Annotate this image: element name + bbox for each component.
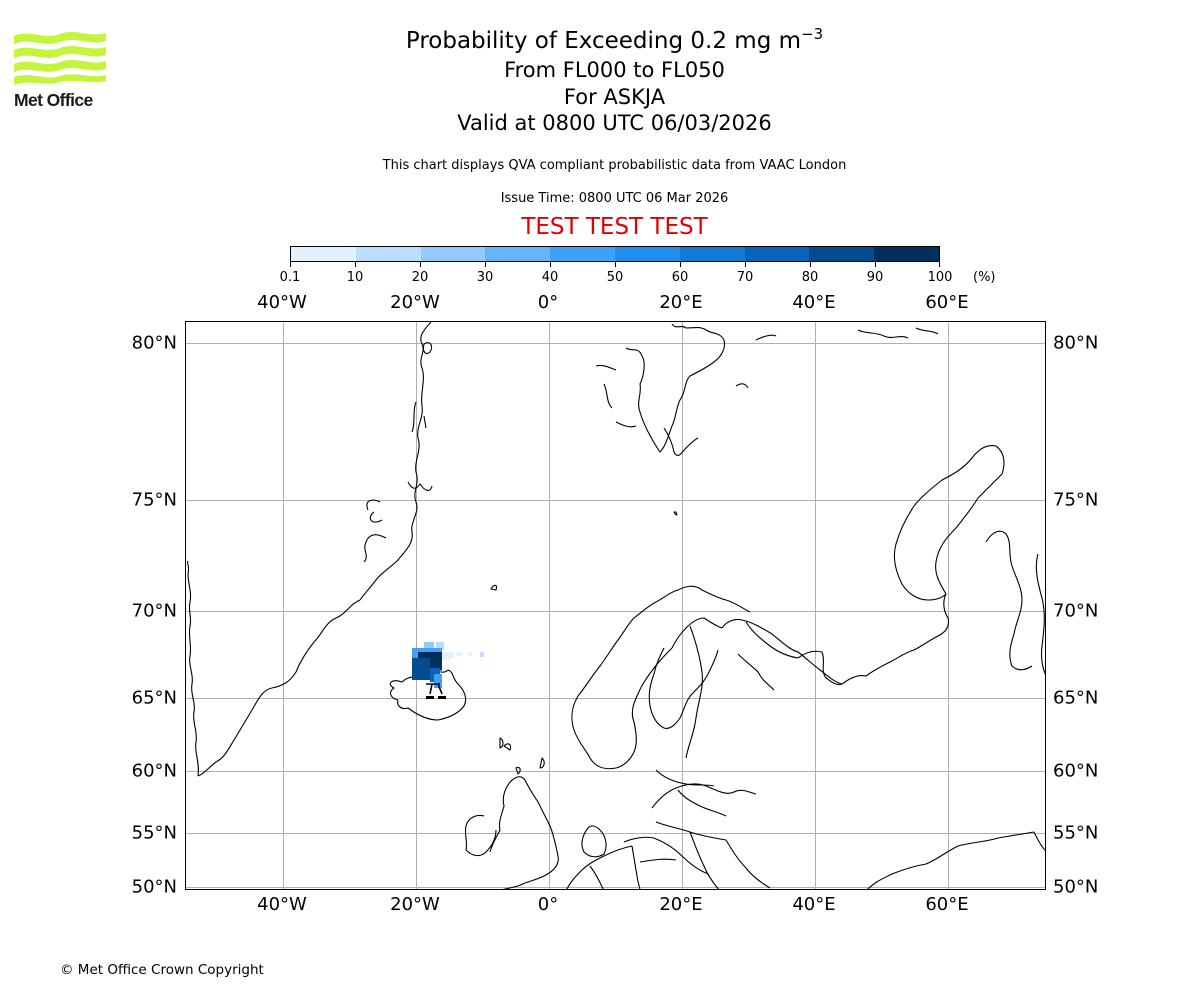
meridian-gridline: [283, 322, 284, 889]
copyright-notice: © Met Office Crown Copyright: [60, 962, 264, 978]
colorbar-tick-label: 50: [606, 270, 624, 285]
coastlines: [186, 322, 1045, 889]
ash-plume-overlay: [412, 642, 484, 688]
latitude-label: 60°N: [1053, 760, 1099, 782]
latitude-label: 65°N: [131, 687, 177, 709]
parallel-gridline: [186, 343, 1045, 344]
issue-time: Issue Time: 0800 UTC 06 Mar 2026: [500, 191, 729, 206]
colorbar-segment: [679, 247, 745, 261]
latitude-label: 80°N: [131, 332, 177, 354]
longitude-label: 0°: [537, 292, 559, 313]
meridian-gridline: [682, 322, 683, 889]
parallel-gridline: [186, 500, 1045, 501]
colorbar-tick: [810, 262, 811, 267]
meridian-gridline: [416, 322, 417, 889]
colorbar-tick-label: 10: [346, 270, 364, 285]
latitude-label: 75°N: [1053, 489, 1099, 511]
latitude-label: 55°N: [1053, 822, 1099, 844]
colorbar-segment: [809, 247, 875, 261]
chart-description: This chart displays QVA compliant probab…: [382, 158, 847, 173]
colorbar-tick: [355, 262, 356, 267]
colorbar-segment: [874, 247, 939, 261]
latitude-label: 50°N: [131, 876, 177, 898]
colorbar-segment: [614, 247, 680, 261]
volcano-marker-icon: [426, 683, 446, 699]
longitude-label: 20°W: [390, 292, 440, 313]
latitude-label: 75°N: [131, 489, 177, 511]
colorbar-segment: [744, 247, 810, 261]
colorbar-tick-label: 70: [736, 270, 754, 285]
colorbar-tick-label: 80: [801, 270, 819, 285]
longitude-label: 20°W: [390, 894, 440, 915]
longitude-label: 0°: [537, 894, 559, 915]
colorbar-tick: [550, 262, 551, 267]
colorbar-tick-label: 60: [671, 270, 689, 285]
longitude-label: 40°W: [257, 894, 307, 915]
longitude-label: 20°E: [659, 292, 703, 313]
colorbar-segment: [550, 247, 615, 261]
parallel-gridline: [186, 887, 1045, 888]
longitude-label: 40°W: [257, 292, 307, 313]
meridian-gridline: [549, 322, 550, 889]
colorbar-tick-label: 0.1: [279, 270, 301, 285]
latitude-label: 55°N: [131, 822, 177, 844]
colorbar-segment: [291, 247, 356, 261]
parallel-gridline: [186, 771, 1045, 772]
longitude-label: 40°E: [792, 292, 836, 313]
colorbar-unit: (%): [973, 270, 996, 285]
latitude-label: 50°N: [1053, 876, 1099, 898]
latitude-label: 65°N: [1053, 687, 1099, 709]
colorbar-tick: [420, 262, 421, 267]
test-banner: TEST TEST TEST: [521, 214, 708, 240]
colorbar-tick: [875, 262, 876, 267]
latitude-label: 70°N: [131, 600, 177, 622]
parallel-gridline: [186, 698, 1045, 699]
chart-title: Probability of Exceeding 0.2 mg m−3: [405, 25, 824, 55]
volcano-name: For ASKJA: [563, 84, 666, 109]
latitude-label: 80°N: [1053, 332, 1099, 354]
colorbar: [290, 246, 940, 262]
colorbar-tick-label: 20: [411, 270, 429, 285]
flight-levels: From FL000 to FL050: [504, 58, 725, 82]
colorbar-tick: [745, 262, 746, 267]
colorbar-tick-label: 90: [866, 270, 884, 285]
colorbar-tick: [939, 262, 940, 267]
latitude-label: 60°N: [131, 760, 177, 782]
colorbar-tick-label: 100: [927, 270, 953, 285]
colorbar-tick: [615, 262, 616, 267]
colorbar-tick: [290, 262, 291, 267]
colorbar-tick-label: 40: [541, 270, 559, 285]
longitude-label: 40°E: [792, 894, 836, 915]
met-office-logo: Met Office: [14, 30, 106, 112]
logo-text: Met Office: [14, 90, 93, 110]
colorbar-tick: [680, 262, 681, 267]
meridian-gridline: [815, 322, 816, 889]
parallel-gridline: [186, 833, 1045, 834]
parallel-gridline: [186, 611, 1045, 612]
colorbar-tick-label: 30: [476, 270, 494, 285]
meridian-gridline: [948, 322, 949, 889]
latitude-label: 70°N: [1053, 600, 1099, 622]
valid-time: Valid at 0800 UTC 06/03/2026: [457, 111, 772, 135]
colorbar-segment: [420, 247, 486, 261]
longitude-label: 60°E: [925, 292, 969, 313]
chart-title-block: Probability of Exceeding 0.2 mg m−3 From…: [0, 26, 1200, 137]
colorbar-segment: [485, 247, 551, 261]
colorbar-tick: [485, 262, 486, 267]
longitude-label: 60°E: [925, 894, 969, 915]
map-panel: [185, 321, 1046, 890]
wave-logo-icon: [14, 32, 106, 85]
longitude-label: 20°E: [659, 894, 703, 915]
colorbar-segment: [355, 247, 421, 261]
